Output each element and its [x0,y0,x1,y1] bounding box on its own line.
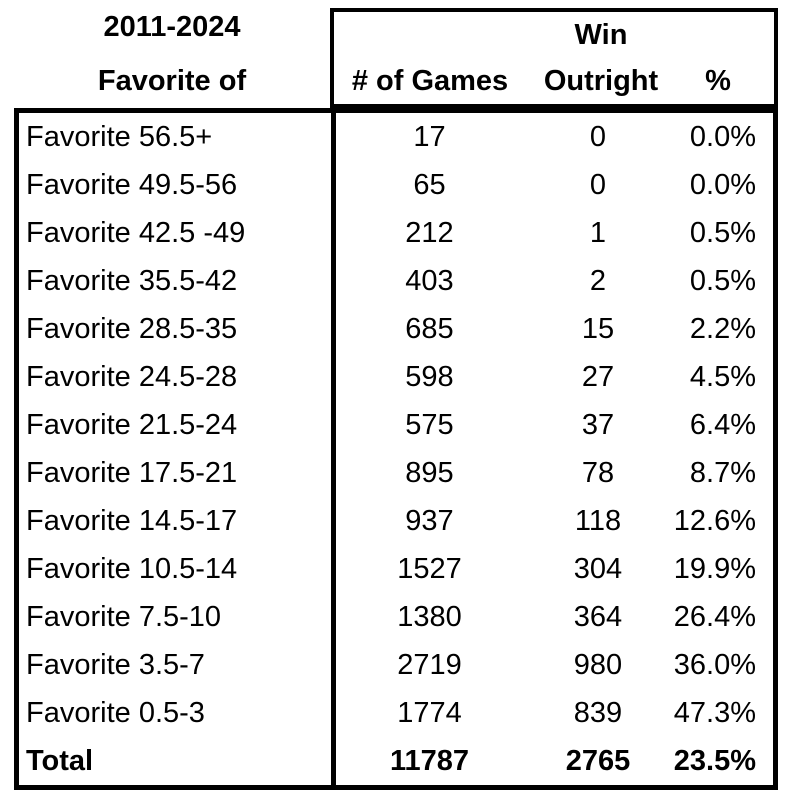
row-pct-value: 19.9% [673,552,756,585]
row-games-value: 11787 [331,737,523,785]
row-games-value: 212 [331,209,523,257]
row-label: Favorite 35.5-42 [26,264,238,297]
row-pct-value: 2.2% [689,312,756,345]
table-row-total: Total 11787 2765 23.5% [19,737,773,785]
table-row: Favorite 42.5 -49 212 1 0.5% [19,209,773,257]
row-label: Favorite 17.5-21 [26,456,238,489]
row-outright-value: 0 [589,120,607,153]
row-games-value: 403 [331,257,523,305]
table-row: Favorite 0.5-3 1774 839 47.3% [19,689,773,737]
row-outright-value: 118 [574,504,622,537]
row-label: Favorite 7.5-10 [26,600,222,633]
row-games-value: 1527 [331,545,523,593]
row-games-value: 598 [331,353,523,401]
row-pct-value: 26.4% [673,600,756,633]
row-games-value: 65 [331,161,523,209]
table-row: Favorite 49.5-56 65 0 0.0% [19,161,773,209]
row-label: Favorite 21.5-24 [26,408,238,441]
table-row: Favorite 14.5-17 937 118 12.6% [19,497,773,545]
row-label: Favorite 24.5-28 [26,360,238,393]
row-games-value: 17 [331,113,523,161]
row-outright-value: 304 [573,552,623,585]
row-label: Favorite 0.5-3 [26,696,205,729]
table-title-block: 2011-2024 Favorite of [14,0,330,108]
row-outright-value: 1 [589,216,607,249]
row-outright-value: 2 [589,264,607,297]
table-row: Favorite 7.5-10 1380 364 26.4% [19,593,773,641]
row-pct-value: 0.5% [689,264,756,297]
row-outright-value: 78 [581,456,615,489]
table-row: Favorite 56.5+ 17 0 0.0% [19,113,773,161]
table-row: Favorite 21.5-24 575 37 6.4% [19,401,773,449]
row-pct-value: 4.5% [689,360,756,393]
row-label: Favorite 28.5-35 [26,312,238,345]
row-outright-value: 2765 [565,744,631,777]
row-outright-value: 364 [573,600,623,633]
row-label: Favorite 42.5 -49 [26,216,246,249]
row-pct-value: 12.6% [673,504,756,537]
column-header-box: Win # of Games Outright % [330,8,778,108]
row-outright-value: 0 [589,168,607,201]
table-row: Favorite 28.5-35 685 15 2.2% [19,305,773,353]
row-label: Favorite 10.5-14 [26,552,238,585]
row-outright-value: 839 [573,696,623,729]
row-outright-value: 27 [581,360,615,393]
row-label: Favorite 3.5-7 [26,648,205,681]
row-pct-value: 6.4% [689,408,756,441]
row-pct-value: 36.0% [673,648,756,681]
table-row: Favorite 17.5-21 895 78 8.7% [19,449,773,497]
row-games-value: 937 [331,497,523,545]
row-label: Total [26,744,94,777]
table-body: Favorite 56.5+ 17 0 0.0% Favorite 49.5-5… [14,108,778,790]
header-row-win: Win [334,12,774,58]
row-outright-value: 15 [581,312,615,345]
row-label: Favorite 14.5-17 [26,504,238,537]
row-pct-value: 0.0% [689,168,756,201]
row-pct-value: 23.5% [673,744,756,777]
table-row: Favorite 3.5-7 2719 980 36.0% [19,641,773,689]
pct-column-header: % [705,64,731,97]
table-row: Favorite 35.5-42 403 2 0.5% [19,257,773,305]
row-games-value: 895 [331,449,523,497]
title-period: 2011-2024 [103,10,241,43]
table-row: Favorite 24.5-28 598 27 4.5% [19,353,773,401]
row-pct-value: 0.0% [689,120,756,153]
outright-column-header: Outright [543,64,659,97]
row-pct-value: 0.5% [689,216,756,249]
row-games-value: 2719 [331,641,523,689]
row-games-value: 1380 [331,593,523,641]
title-favorite-of: Favorite of [97,64,247,97]
row-pct-value: 8.7% [689,456,756,489]
row-outright-value: 980 [573,648,623,681]
row-pct-value: 47.3% [673,696,756,729]
win-header: Win [574,18,628,51]
row-label: Favorite 56.5+ [26,120,213,153]
row-games-value: 685 [331,305,523,353]
games-column-header: # of Games [351,64,509,97]
row-label: Favorite 49.5-56 [26,168,238,201]
row-games-value: 1774 [331,689,523,737]
row-games-value: 575 [331,401,523,449]
row-outright-value: 37 [581,408,615,441]
header-row-columns: # of Games Outright % [334,58,774,104]
table-row: Favorite 10.5-14 1527 304 19.9% [19,545,773,593]
